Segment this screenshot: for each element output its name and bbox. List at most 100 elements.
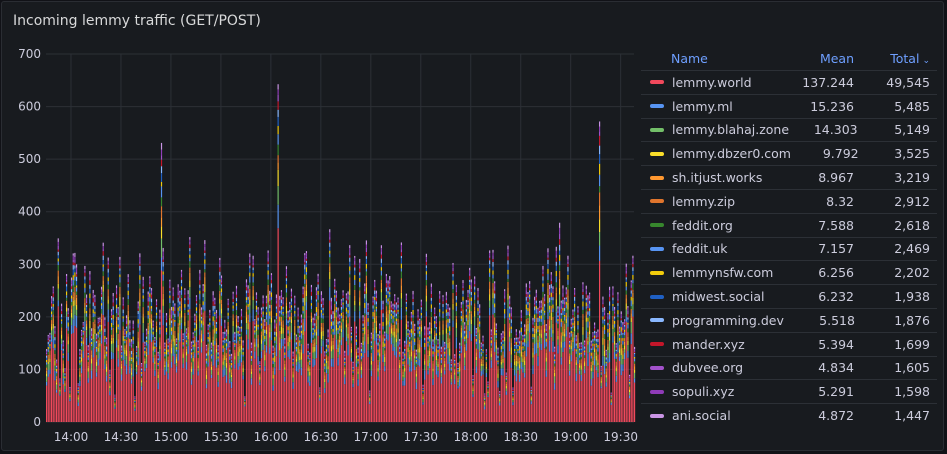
chart-bar-segment bbox=[302, 335, 304, 345]
chart-bar-segment bbox=[264, 371, 266, 422]
chart-bar-segment bbox=[294, 316, 296, 320]
chart-bar-segment bbox=[352, 365, 354, 367]
chart-bar-segment bbox=[409, 359, 411, 367]
chart-bar-segment bbox=[310, 295, 313, 300]
chart-bar-segment bbox=[442, 329, 444, 335]
chart-bar-segment bbox=[179, 304, 181, 307]
chart-bar-segment bbox=[135, 349, 138, 351]
chart-bar-segment bbox=[302, 310, 304, 314]
chart-bar-segment bbox=[84, 330, 86, 422]
chart-bar-segment bbox=[529, 332, 531, 422]
chart-bar-segment bbox=[274, 351, 276, 356]
chart-bar-segment bbox=[184, 307, 186, 311]
chart-bar-segment bbox=[204, 259, 206, 264]
chart-bar-segment bbox=[97, 317, 99, 319]
chart-bar-segment bbox=[580, 349, 582, 353]
chart-bar-segment bbox=[59, 383, 61, 385]
chart-bar-segment bbox=[329, 266, 331, 272]
chart-bar-segment bbox=[92, 309, 94, 314]
chart-bar-segment bbox=[275, 312, 278, 317]
chart-bar-segment bbox=[542, 283, 544, 287]
chart-bar-segment bbox=[95, 351, 98, 356]
chart-bar-segment bbox=[462, 309, 464, 315]
chart-bar-segment bbox=[522, 339, 524, 343]
chart-bar-segment bbox=[127, 324, 129, 333]
chart-bar-segment bbox=[119, 296, 121, 306]
chart-bar-segment bbox=[187, 290, 189, 295]
chart-bar-segment bbox=[135, 352, 138, 354]
chart-bar-segment bbox=[449, 322, 451, 327]
chart-bar-segment bbox=[372, 305, 374, 309]
chart-bar-segment bbox=[302, 286, 304, 290]
chart-bar-segment bbox=[587, 321, 589, 328]
chart-bar-segment bbox=[559, 294, 561, 307]
chart-bar-segment bbox=[197, 371, 199, 376]
chart-bar-segment bbox=[477, 287, 479, 291]
chart-bar-segment bbox=[419, 344, 421, 348]
chart-bar-segment bbox=[409, 334, 411, 338]
chart-bar-segment bbox=[235, 297, 238, 302]
chart-bar-segment bbox=[449, 348, 451, 356]
chart-bar-segment bbox=[297, 319, 299, 322]
chart-bar-segment bbox=[494, 290, 496, 294]
chart-bar-segment bbox=[67, 360, 69, 422]
chart-bar-segment bbox=[590, 352, 592, 356]
chart-bar-segment bbox=[532, 339, 534, 343]
chart-bar-segment bbox=[167, 363, 169, 368]
chart-bar-segment bbox=[382, 326, 384, 330]
chart-bar-segment bbox=[539, 308, 541, 312]
chart-bar-segment bbox=[194, 313, 196, 317]
chart-bar-segment bbox=[265, 345, 268, 353]
chart-bar-segment bbox=[337, 324, 339, 328]
chart-bar-segment bbox=[395, 306, 397, 310]
chart-bar-segment bbox=[524, 331, 526, 335]
chart-bar-segment bbox=[579, 350, 581, 353]
chart-bar-segment bbox=[552, 291, 554, 294]
chart-bar-segment bbox=[65, 295, 68, 298]
chart-bar-segment bbox=[134, 406, 136, 409]
chart-bar-segment bbox=[427, 370, 429, 375]
chart-bar-segment bbox=[515, 373, 517, 382]
chart-bar-segment bbox=[585, 314, 587, 318]
chart-bar-segment bbox=[324, 352, 326, 356]
chart-bar-segment bbox=[400, 255, 402, 259]
chart-bar-segment bbox=[130, 339, 133, 342]
chart-bar-segment bbox=[474, 299, 476, 304]
chart-bar-segment bbox=[577, 357, 579, 364]
chart-bar-segment bbox=[229, 383, 231, 422]
chart-bar-segment bbox=[132, 328, 134, 331]
chart-bar-segment bbox=[47, 349, 49, 352]
chart-bar-segment bbox=[50, 326, 53, 331]
chart-bar-segment bbox=[544, 339, 546, 349]
chart-bar-segment bbox=[529, 281, 531, 284]
chart-bar-segment bbox=[230, 388, 233, 422]
chart-bar-segment bbox=[190, 341, 193, 344]
chart-bar-segment bbox=[75, 285, 78, 288]
chart-bar-segment bbox=[195, 295, 198, 297]
chart-bar-segment bbox=[92, 339, 94, 348]
chart-bar-segment bbox=[452, 271, 454, 275]
chart-bar-segment bbox=[235, 315, 238, 319]
chart-bar-segment bbox=[55, 384, 58, 390]
chart-bar-segment bbox=[372, 311, 374, 317]
chart-bar-segment bbox=[172, 315, 174, 319]
chart-bar-segment bbox=[319, 394, 321, 397]
chart-bar-segment bbox=[525, 283, 527, 288]
chart-bar-segment bbox=[449, 338, 451, 342]
chart-bar-segment bbox=[549, 320, 551, 326]
chart-bar-segment bbox=[364, 285, 366, 289]
chart-bar-segment bbox=[534, 314, 536, 319]
chart-bar-segment bbox=[367, 329, 369, 334]
chart-bar-segment bbox=[495, 354, 497, 361]
chart-bar-segment bbox=[240, 328, 243, 332]
chart-bar-segment bbox=[470, 295, 472, 298]
chart-bar-segment bbox=[429, 338, 431, 342]
chart-bar-segment bbox=[137, 303, 139, 307]
chart-bar-segment bbox=[225, 331, 228, 334]
chart-bar-segment bbox=[300, 367, 303, 376]
chart-bar-segment bbox=[515, 366, 517, 374]
chart-bar-segment bbox=[392, 306, 394, 308]
chart-bar-segment bbox=[584, 346, 586, 349]
chart-bar-segment bbox=[584, 357, 586, 361]
